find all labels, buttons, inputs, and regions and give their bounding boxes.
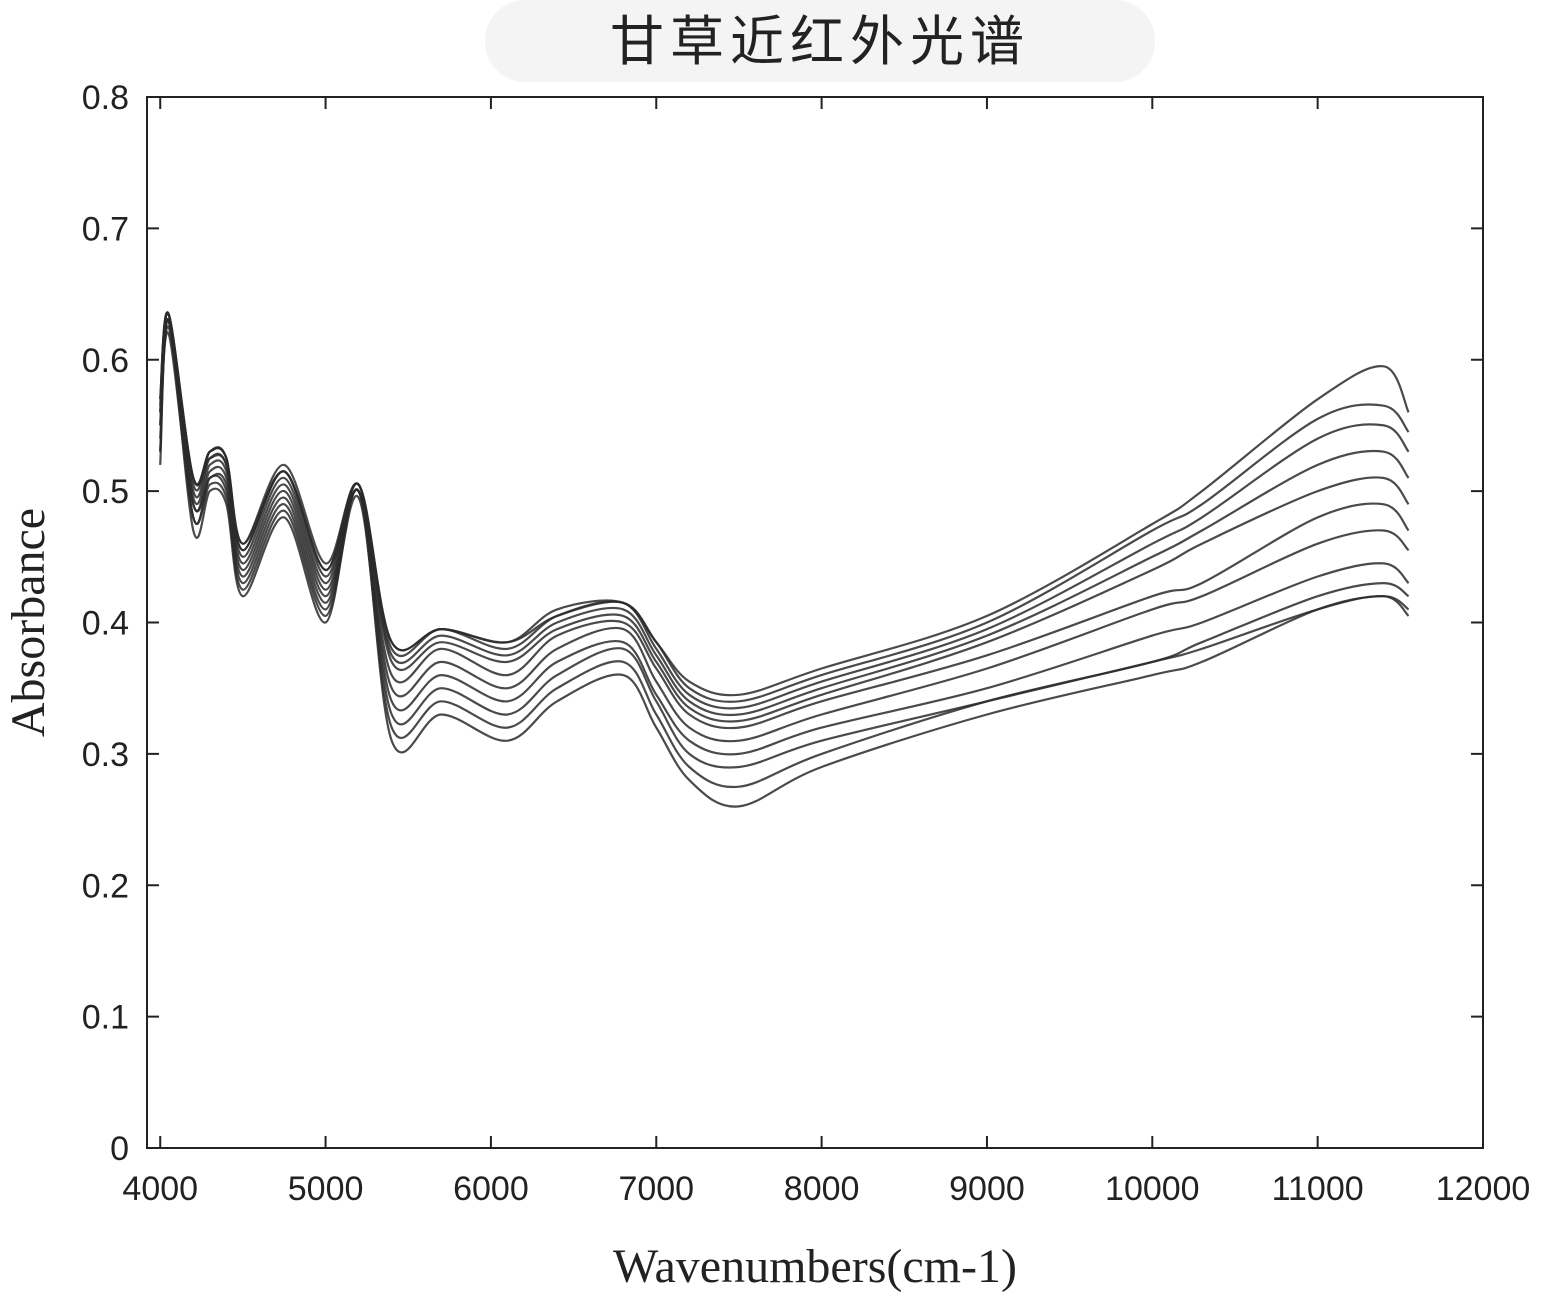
y-tick-label: 0.2 xyxy=(82,867,129,905)
x-tick-label: 9000 xyxy=(949,1170,1025,1208)
spectrum-line xyxy=(159,318,1410,808)
y-tick-label: 0.3 xyxy=(82,736,129,774)
y-tick-label: 0.4 xyxy=(82,605,129,643)
y-tick-label: 0.8 xyxy=(82,79,129,117)
y-tick-label: 0.7 xyxy=(82,210,129,248)
x-tick-label: 8000 xyxy=(784,1170,860,1208)
y-tick-label: 0.6 xyxy=(82,342,129,380)
spectrum-line xyxy=(159,318,1410,743)
spectrum-line xyxy=(159,331,1410,789)
x-tick-label: 11000 xyxy=(1272,1170,1364,1208)
chart-title: 甘草近红外光谱 xyxy=(610,10,1030,73)
x-tick-label: 12000 xyxy=(1436,1170,1531,1208)
y-tick-label: 0.5 xyxy=(82,473,129,511)
x-tick-label: 10000 xyxy=(1105,1170,1200,1208)
tick-layer: 4000 5000 6000 7000 8000 9000 10000 11000 12000 0… xyxy=(82,79,1531,1208)
x-tick-label: 4000 xyxy=(122,1170,198,1208)
y-tick-label: 0 xyxy=(110,1130,129,1168)
title-background xyxy=(485,0,1155,82)
x-tick-label: 7000 xyxy=(618,1170,694,1208)
plot-frame xyxy=(146,96,1484,1149)
y-tick-label: 0.1 xyxy=(82,999,129,1037)
spectrum-line xyxy=(159,318,1410,730)
x-tick-label: 6000 xyxy=(453,1170,529,1208)
spectrum-line xyxy=(159,325,1410,756)
y-axis-title: Absorbance xyxy=(2,508,55,737)
spectrum-line xyxy=(159,312,1410,697)
series-layer xyxy=(159,311,1410,808)
x-axis-title: Wavenumbers(cm-1) xyxy=(613,1240,1017,1293)
x-tick-label: 5000 xyxy=(288,1170,364,1208)
